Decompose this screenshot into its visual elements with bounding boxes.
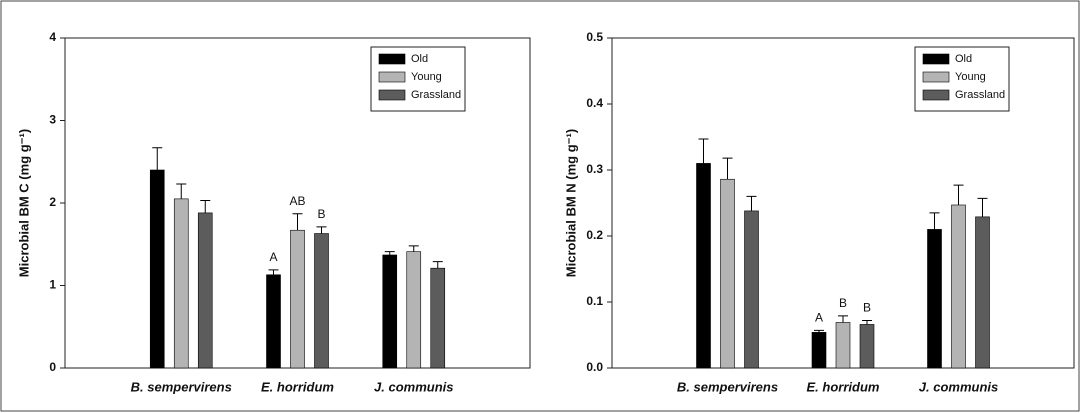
error-bar bbox=[929, 212, 940, 230]
error-bar bbox=[977, 197, 988, 217]
legend-swatch bbox=[922, 53, 950, 65]
significance-letter: A bbox=[269, 250, 277, 264]
bar bbox=[149, 169, 165, 369]
x-tick-label: B. sempervirens bbox=[677, 379, 778, 394]
bar bbox=[744, 210, 759, 369]
error-bar bbox=[200, 200, 211, 213]
bar bbox=[382, 254, 398, 369]
error-bar bbox=[292, 213, 303, 231]
bar bbox=[430, 267, 446, 369]
significance-letter: A bbox=[815, 311, 823, 325]
bar bbox=[951, 204, 966, 369]
y-tick-label: 0.1 bbox=[586, 294, 603, 308]
error-bar bbox=[814, 329, 824, 333]
significance-letter: B bbox=[317, 207, 325, 221]
error-bar bbox=[953, 184, 964, 205]
significance-letter: B bbox=[863, 301, 871, 315]
y-tick-label: 0.2 bbox=[586, 228, 603, 242]
y-tick-label: 0.4 bbox=[586, 96, 603, 110]
y-tick-label: 0 bbox=[49, 360, 56, 374]
legend-swatch bbox=[378, 53, 406, 65]
x-tick-label: E. horridum bbox=[261, 379, 334, 394]
bar bbox=[197, 212, 213, 369]
bar bbox=[975, 216, 990, 369]
legend-label: Grassland bbox=[411, 89, 461, 101]
significance-letter: AB bbox=[289, 194, 305, 208]
error-bar bbox=[432, 261, 443, 269]
x-tick-label: J. communis bbox=[374, 379, 453, 394]
legend-swatch bbox=[922, 71, 950, 83]
legend-label: Old bbox=[411, 53, 428, 65]
bar bbox=[314, 233, 329, 369]
y-axis-label: Microbial BM C (mg g⁻¹) bbox=[16, 129, 31, 277]
error-bar bbox=[838, 315, 848, 323]
y-tick-label: 0.0 bbox=[586, 360, 603, 374]
error-bar bbox=[316, 226, 327, 234]
bar bbox=[696, 163, 711, 369]
x-tick-label: B. sempervirens bbox=[131, 379, 232, 394]
legend-swatch bbox=[378, 89, 406, 101]
error-bar bbox=[698, 138, 709, 164]
legend-label: Young bbox=[411, 71, 442, 83]
bar bbox=[720, 178, 735, 369]
legend-swatch bbox=[378, 71, 406, 83]
bar bbox=[811, 332, 827, 369]
error-bar bbox=[746, 195, 757, 211]
error-bar bbox=[176, 183, 187, 199]
error-bar bbox=[862, 319, 872, 325]
y-tick-label: 3 bbox=[49, 113, 56, 127]
legend-swatch bbox=[922, 89, 950, 101]
error-bar bbox=[722, 157, 733, 180]
y-tick-label: 0.3 bbox=[586, 162, 603, 176]
legend-label: Young bbox=[955, 71, 986, 83]
bar bbox=[173, 198, 189, 369]
x-tick-label: J. communis bbox=[919, 379, 998, 394]
bar bbox=[266, 274, 281, 369]
error-bar bbox=[152, 147, 163, 170]
bar bbox=[290, 229, 305, 369]
y-tick-label: 0.5 bbox=[586, 30, 603, 44]
error-bar bbox=[268, 269, 279, 275]
significance-letter: B bbox=[839, 296, 847, 310]
bar bbox=[927, 229, 942, 369]
y-tick-label: 4 bbox=[49, 30, 56, 44]
error-bar bbox=[384, 251, 395, 255]
legend-label: Grassland bbox=[955, 89, 1005, 101]
x-tick-label: E. horridum bbox=[807, 379, 880, 394]
error-bar bbox=[408, 245, 419, 252]
legend-label: Old bbox=[955, 53, 972, 65]
y-tick-label: 2 bbox=[49, 195, 56, 209]
y-tick-label: 1 bbox=[49, 278, 56, 292]
bar bbox=[859, 324, 875, 369]
bar bbox=[835, 322, 851, 369]
y-axis-label: Microbial BM N (mg g⁻¹) bbox=[563, 129, 578, 277]
bar bbox=[406, 251, 422, 369]
